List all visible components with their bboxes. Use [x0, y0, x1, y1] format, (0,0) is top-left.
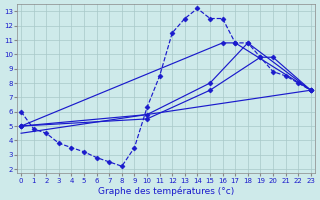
- X-axis label: Graphe des températures (°c): Graphe des températures (°c): [98, 186, 234, 196]
